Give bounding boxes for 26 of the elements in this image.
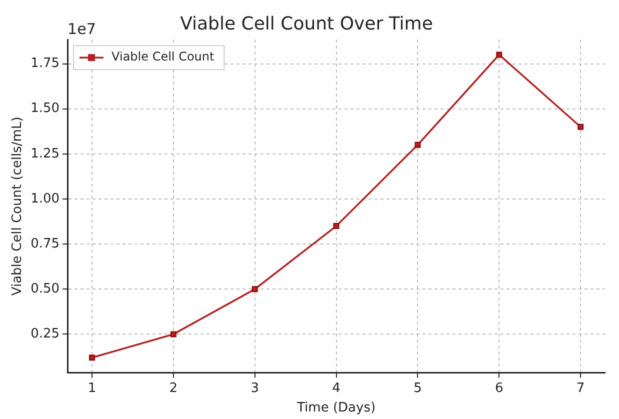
y-tick-label: 1.25 <box>30 146 60 162</box>
point <box>170 331 176 338</box>
y-tick-label: 1.75 <box>30 56 60 72</box>
x-tick-label: 3 <box>250 380 259 396</box>
x-tick-label: 5 <box>414 380 422 396</box>
y-tick-label: 0.25 <box>30 326 60 342</box>
y-tick-label: 1.50 <box>30 101 60 116</box>
text: 1e7 <box>68 20 96 38</box>
point <box>89 354 95 361</box>
point <box>578 124 584 130</box>
y-tick-label: 0.75 <box>30 236 60 252</box>
x-tick-label: 2 <box>169 380 178 396</box>
point <box>252 286 258 292</box>
x-tick-label: 6 <box>494 380 504 396</box>
x-tick-label: 1 <box>88 380 96 396</box>
y-tick-label: 1.00 <box>30 191 60 206</box>
chart-title: Viable Cell Count Over Time <box>180 13 433 34</box>
x-tick-label: 4 <box>332 380 340 396</box>
point <box>414 142 421 148</box>
legend-label: Viable Cell Count <box>112 50 214 64</box>
x-axis-title: Time (Days) <box>296 400 376 416</box>
y-tick-label: 0.50 <box>30 282 60 297</box>
point <box>496 52 502 58</box>
y-axis-title: Viable Cell Count (cells/mL) <box>10 116 26 296</box>
x-tick-label: 7 <box>576 380 585 396</box>
point <box>333 223 340 230</box>
